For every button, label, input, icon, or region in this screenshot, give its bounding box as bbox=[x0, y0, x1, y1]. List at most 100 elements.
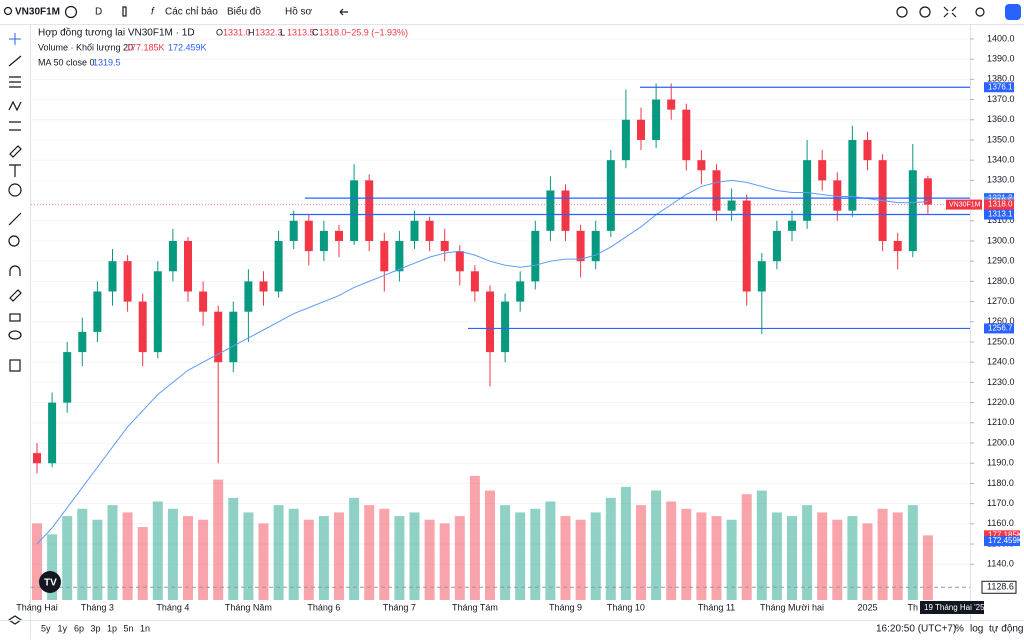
range-button[interactable]: 1n bbox=[140, 623, 150, 633]
lock-tool[interactable] bbox=[9, 313, 21, 322]
clock: 16:20:50 (UTC+7) bbox=[876, 624, 956, 635]
settings-icon[interactable] bbox=[919, 6, 931, 18]
log-toggle[interactable]: log bbox=[970, 624, 983, 635]
volume-bar bbox=[500, 505, 511, 600]
candle-body bbox=[304, 220, 313, 252]
bar-style-icon[interactable] bbox=[122, 6, 127, 17]
ma-label: MA 50 close 0 bbox=[38, 57, 95, 67]
ohlc-value: 1318.0 bbox=[319, 27, 347, 37]
profile-menu[interactable]: Hồ sơ bbox=[285, 6, 313, 18]
candle-body bbox=[637, 119, 645, 140]
add-icon[interactable] bbox=[64, 5, 78, 19]
volume-bar bbox=[273, 505, 284, 600]
emoji-tool[interactable] bbox=[8, 183, 22, 197]
candle-body bbox=[259, 281, 268, 292]
volume-bar bbox=[620, 486, 631, 600]
x-tick-label: Th bbox=[908, 602, 919, 612]
lock-draw-tool[interactable] bbox=[9, 289, 22, 302]
trash-tool[interactable] bbox=[9, 359, 21, 372]
price-label: 1376.1 bbox=[988, 82, 1013, 91]
crosshair-tool[interactable] bbox=[9, 33, 21, 45]
candle-body bbox=[682, 109, 691, 161]
volume-ma-value: 172.459K bbox=[168, 42, 207, 52]
volume-bar bbox=[892, 512, 903, 600]
last-price-bg bbox=[984, 199, 1014, 210]
range-button[interactable]: 1y bbox=[58, 623, 68, 633]
volume-bar bbox=[394, 516, 405, 600]
volume-bar bbox=[213, 479, 224, 600]
x-tick-label: Tháng Hai bbox=[16, 602, 58, 612]
line-tool[interactable] bbox=[8, 55, 22, 67]
brush-tool[interactable] bbox=[9, 145, 22, 158]
volume-bar bbox=[756, 490, 767, 600]
volume-bar bbox=[439, 523, 450, 600]
candle-body bbox=[123, 261, 132, 302]
y-tick-label: 1280.0 bbox=[987, 276, 1015, 286]
volume-bar bbox=[877, 508, 888, 600]
volume-bar bbox=[802, 505, 813, 600]
alert-icon[interactable] bbox=[896, 6, 908, 18]
volume-label-bg bbox=[984, 536, 1020, 547]
eye-tool[interactable] bbox=[8, 330, 22, 340]
zoom-tool[interactable] bbox=[8, 235, 20, 247]
indicators[interactable]: Các chỉ báo bbox=[165, 6, 218, 18]
undo[interactable] bbox=[339, 8, 348, 16]
date-label: 19 Tháng Hai '25 bbox=[924, 603, 985, 612]
range-button[interactable]: 5y bbox=[41, 623, 51, 633]
range-button[interactable]: 3p bbox=[91, 623, 101, 633]
range-button[interactable]: 1p bbox=[107, 623, 117, 633]
auto-toggle[interactable]: tự động bbox=[989, 624, 1024, 635]
volume-bar bbox=[32, 523, 42, 600]
volume-axis-label: 177.185K bbox=[988, 530, 1023, 539]
volume-bar bbox=[907, 505, 918, 600]
volume-bar bbox=[122, 512, 133, 600]
y-tick-label: 1270.0 bbox=[987, 296, 1015, 306]
percent-toggle[interactable]: % bbox=[955, 624, 964, 635]
candle-body bbox=[652, 99, 661, 140]
y-tick-label: 1240.0 bbox=[987, 357, 1015, 367]
pattern-tool[interactable] bbox=[8, 100, 22, 112]
text-tool[interactable] bbox=[9, 164, 21, 177]
x-tick-label: 2025 bbox=[857, 602, 877, 612]
candle-body bbox=[244, 281, 253, 312]
fullscreen-icon[interactable] bbox=[943, 6, 957, 18]
logo[interactable] bbox=[1005, 4, 1021, 20]
volume-bar bbox=[711, 516, 722, 600]
y-tick-label: 1360.0 bbox=[987, 114, 1015, 124]
candle-body bbox=[486, 291, 494, 353]
range-button[interactable]: 6p bbox=[74, 623, 84, 633]
chart-menu[interactable]: Biểu đồ bbox=[227, 6, 261, 18]
volume-bar bbox=[787, 516, 797, 600]
y-tick-label: 1400.0 bbox=[987, 33, 1015, 43]
volume-bar bbox=[485, 490, 495, 600]
search-icon[interactable] bbox=[3, 6, 13, 16]
range-button[interactable]: 5n bbox=[124, 623, 134, 633]
interval[interactable]: D bbox=[95, 7, 102, 18]
volume-bar bbox=[741, 494, 752, 600]
volume-bar bbox=[228, 497, 239, 600]
legend: Hợp đồng tương lai VN30F1M · 1D Volume ·… bbox=[38, 27, 408, 68]
candle-body bbox=[33, 453, 41, 464]
tv-logo[interactable] bbox=[39, 571, 61, 593]
symbol[interactable]: VN30F1M bbox=[15, 7, 60, 18]
fib-tool[interactable] bbox=[9, 76, 21, 88]
candle-body bbox=[153, 271, 162, 353]
top-bar: VN30F1M D f Các chỉ báo Biểu đồ Hồ sơ bbox=[0, 4, 1024, 25]
x-tick-label: Tháng Tám bbox=[452, 602, 498, 612]
volume-bar bbox=[152, 501, 163, 600]
volume-label-bg bbox=[984, 530, 1020, 541]
ohlc-value: 1313.5 bbox=[287, 27, 315, 37]
y-tick-label: 1190.0 bbox=[987, 458, 1014, 468]
crosshair-label-bg bbox=[981, 580, 1017, 594]
ruler-tool[interactable] bbox=[8, 212, 22, 226]
y-tick-label: 1250.0 bbox=[987, 336, 1015, 346]
magnet-tool[interactable] bbox=[9, 265, 21, 276]
candle-body bbox=[274, 240, 283, 292]
prediction-tool[interactable] bbox=[9, 121, 21, 131]
volume-bar bbox=[590, 512, 601, 600]
ohlc-name: L bbox=[280, 27, 285, 37]
y-tick-label: 1210.0 bbox=[987, 417, 1015, 427]
share-icon[interactable] bbox=[975, 7, 985, 17]
candle-body bbox=[470, 271, 479, 292]
price-label-bg bbox=[984, 323, 1014, 334]
